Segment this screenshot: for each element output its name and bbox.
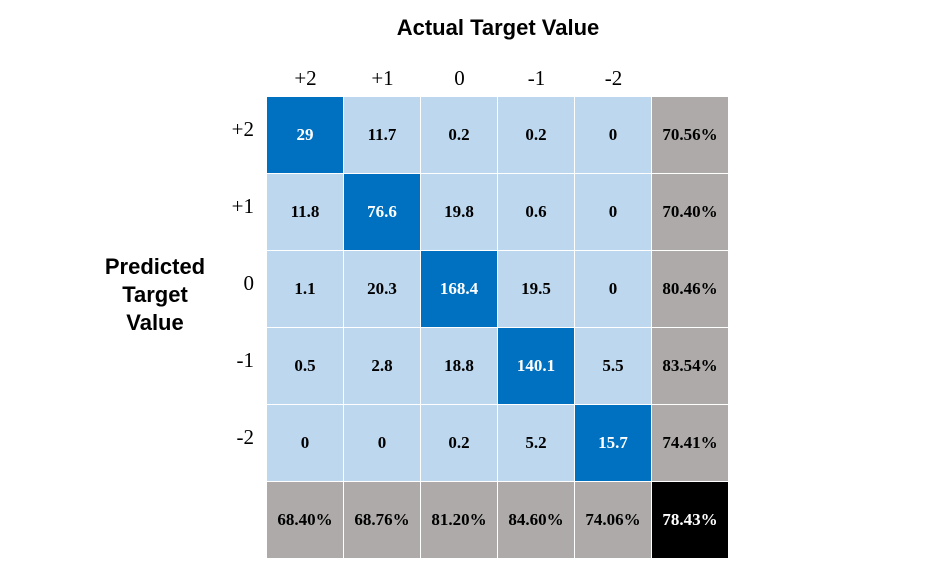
matrix-cell: 0 [575,251,651,327]
matrix-cell: 2.8 [344,328,420,404]
matrix-cell: 18.8 [421,328,497,404]
row-tick-label: +1 [231,194,254,218]
matrix-cell: 5.5 [575,328,651,404]
overall-accuracy-cell: 78.43% [652,482,728,558]
column-tick-label: 0 [454,66,465,90]
diagonal-cell: 140.1 [498,328,574,404]
column-tick-labels: +2 +1 0 -1 -2 [267,66,652,94]
matrix-cell: 11.7 [344,97,420,173]
row-tick-label: +2 [231,117,254,141]
column-tick-label: +2 [294,66,317,90]
y-axis-label-line: Predicted [104,254,206,279]
column-accuracy-cell: 74.06% [575,482,651,558]
y-axis-label-line: Target [122,282,188,307]
diagonal-cell: 76.6 [344,174,420,250]
y-axis-label: Predicted Target Value [90,253,220,337]
row-accuracy-cell: 80.46% [652,251,728,327]
chart-title: Actual Target Value [396,15,600,40]
matrix-cell: 0 [267,405,343,481]
column-accuracy-cell: 68.76% [344,482,420,558]
matrix-cell: 0.5 [267,328,343,404]
row-tick-labels: +2 +1 0 -1 -2 [222,97,262,482]
matrix-cell: 11.8 [267,174,343,250]
row-accuracy-cell: 83.54% [652,328,728,404]
column-accuracy-cell: 68.40% [267,482,343,558]
column-tick-label: -1 [527,66,546,90]
matrix-cell: 19.8 [421,174,497,250]
row-tick-label: 0 [243,271,255,295]
row-tick-label: -1 [236,348,255,372]
matrix-cell: 20.3 [344,251,420,327]
diagonal-cell: 168.4 [421,251,497,327]
diagonal-cell: 29 [267,97,343,173]
column-tick-label: +1 [371,66,394,90]
matrix-cell: 0.2 [421,405,497,481]
matrix-cell: 0 [344,405,420,481]
matrix-cell: 0 [575,97,651,173]
matrix-cell: 5.2 [498,405,574,481]
matrix-cell: 0.2 [498,97,574,173]
column-accuracy-cell: 84.60% [498,482,574,558]
diagonal-cell: 15.7 [575,405,651,481]
row-accuracy-cell: 70.56% [652,97,728,173]
matrix-cell: 1.1 [267,251,343,327]
column-accuracy-cell: 81.20% [421,482,497,558]
y-axis-label-line: Value [126,310,184,335]
confusion-matrix: 29 11.7 0.2 0.2 0 70.56% 11.8 76.6 19.8 0.6 0 70.40… [267,97,728,558]
matrix-cell: 0 [575,174,651,250]
matrix-cell: 19.5 [498,251,574,327]
row-accuracy-cell: 70.40% [652,174,728,250]
matrix-cell: 0.2 [421,97,497,173]
column-tick-label: -2 [604,66,623,90]
row-accuracy-cell: 74.41% [652,405,728,481]
matrix-cell: 0.6 [498,174,574,250]
row-tick-label: -2 [236,425,255,449]
